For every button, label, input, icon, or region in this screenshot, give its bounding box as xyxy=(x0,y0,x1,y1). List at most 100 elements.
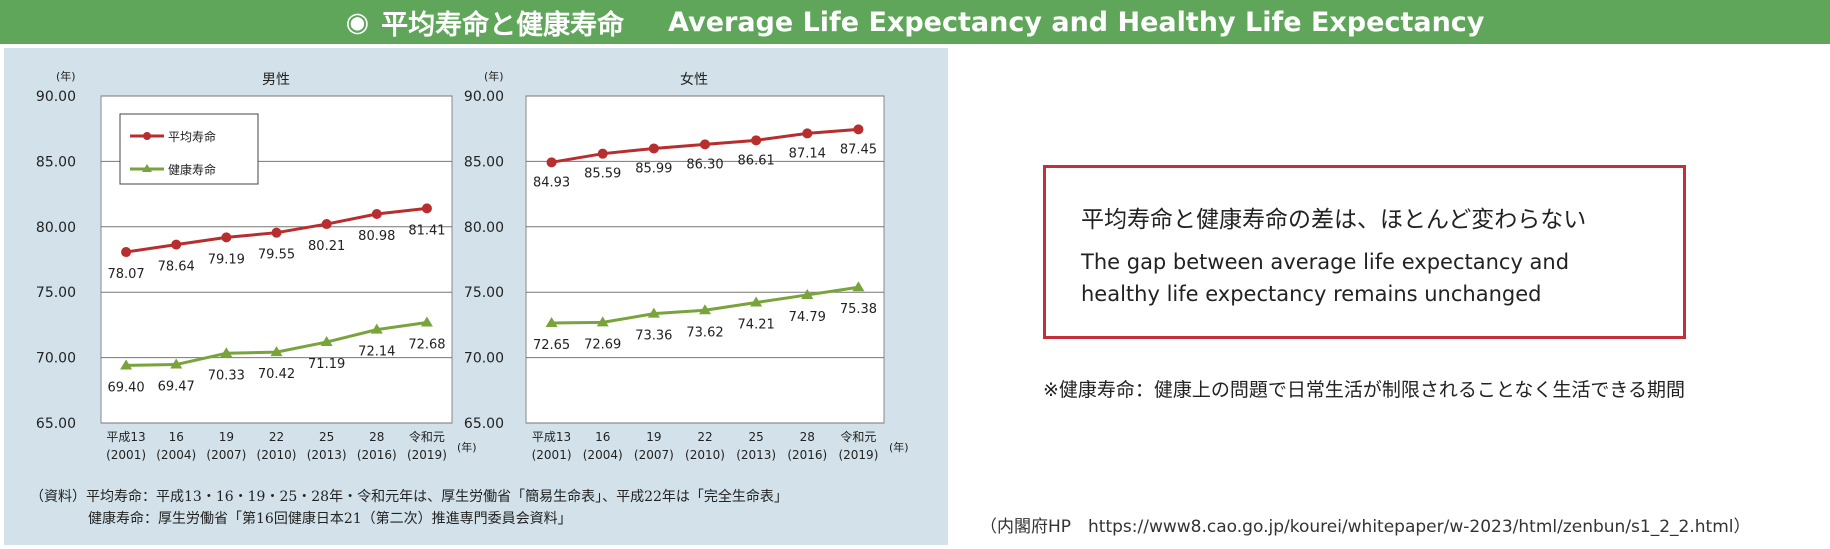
x-tick-label-0-2: 19 xyxy=(219,430,234,444)
data-point-1-0-3 xyxy=(700,139,710,150)
x-tick-label-0-1: 16 xyxy=(169,430,184,444)
data-point-0-1-3 xyxy=(270,346,283,357)
y-tick-label-1-2: 75.00 xyxy=(464,285,504,301)
data-point-1-0-4 xyxy=(751,135,762,146)
data-label-1-1-3: 73.62 xyxy=(686,325,723,340)
x-tick-label-1-0: 平成13 xyxy=(532,430,571,444)
data-label-0-1-5: 72.14 xyxy=(358,345,395,360)
x-tick-sublabel-1-1: (2004) xyxy=(583,448,623,462)
callout-jp: 平均寿命と健康寿命の差は、ほとんど変わらない xyxy=(1081,207,1587,233)
source-note: （資料）平均寿命：平成13・16・19・25・28年・令和元年は、厚生労働省「簡… xyxy=(30,486,788,530)
x-unit-label-0: (年) xyxy=(457,440,477,454)
data-point-1-1-1 xyxy=(596,316,609,327)
x-tick-sublabel-0-4: (2013) xyxy=(307,448,347,462)
source-line-2: 健康寿命：厚生労働省「第16回健康日本21（第二次）推進専門委員会資料」 xyxy=(88,511,572,527)
summary-callout: 平均寿命と健康寿命の差は、ほとんど変わらない The gap between a… xyxy=(1043,165,1686,339)
x-tick-label-0-5: 28 xyxy=(369,430,384,444)
data-point-1-0-0 xyxy=(546,157,557,168)
data-point-0-0-0 xyxy=(121,247,132,258)
data-label-0-1-3: 70.42 xyxy=(258,367,295,382)
data-point-1-1-4 xyxy=(750,296,763,307)
data-point-1-1-3 xyxy=(699,304,711,315)
title-banner: ◉ 平均寿命と健康寿命 Average Life Expectancy and … xyxy=(0,0,1830,44)
x-unit-label-1: (年) xyxy=(889,440,909,454)
data-label-0-0-0: 78.07 xyxy=(107,267,144,282)
y-tick-label-0-2: 75.00 xyxy=(36,285,76,301)
data-label-1-1-2: 73.36 xyxy=(635,329,672,344)
data-label-1-1-5: 74.79 xyxy=(789,310,826,325)
data-point-0-0-5 xyxy=(371,208,382,219)
x-tick-label-1-6: 令和元 xyxy=(840,429,876,444)
data-label-0-1-6: 72.68 xyxy=(408,338,445,353)
data-label-1-0-4: 86.61 xyxy=(738,153,775,168)
y-tick-label-0-4: 85.00 xyxy=(36,154,76,170)
y-unit-label-1: (年) xyxy=(484,69,504,83)
x-tick-label-1-2: 19 xyxy=(646,430,661,444)
x-tick-sublabel-0-6: (2019) xyxy=(407,448,447,462)
bullet-icon: ◉ xyxy=(345,6,370,38)
x-tick-label-1-4: 25 xyxy=(749,430,764,444)
legend-box xyxy=(119,113,259,185)
x-tick-sublabel-1-5: (2016) xyxy=(787,448,827,462)
data-point-0-0-6 xyxy=(421,203,432,214)
x-tick-sublabel-1-2: (2007) xyxy=(634,448,674,462)
x-tick-label-0-3: 22 xyxy=(269,430,284,444)
data-label-0-1-2: 70.33 xyxy=(208,368,245,383)
y-unit-label-0: (年) xyxy=(56,69,76,83)
data-point-0-1-4 xyxy=(320,336,333,347)
data-point-1-0-2 xyxy=(648,143,659,154)
y-tick-label-1-0: 65.00 xyxy=(464,416,504,432)
legend-label-1: 健康寿命 xyxy=(168,162,216,177)
definition-note: ※健康寿命：健康上の問題で日常生活が制限されることなく生活できる期間 xyxy=(1043,379,1685,401)
y-tick-label-1-1: 70.00 xyxy=(464,351,504,367)
chart-panel: 男性 (年) 65.00 70.00 75.00 80.00 85.00 90.00 平成13 (… xyxy=(0,44,952,549)
data-point-1-1-5 xyxy=(801,288,814,299)
data-point-0-0-2 xyxy=(221,232,232,243)
data-point-0-0-3 xyxy=(271,227,282,238)
data-label-1-1-1: 72.69 xyxy=(584,337,621,352)
charts-svg: 男性 (年) 65.00 70.00 75.00 80.00 85.00 90.00 平成13 (… xyxy=(36,69,909,462)
data-point-0-1-0 xyxy=(120,359,133,370)
x-tick-label-1-5: 28 xyxy=(800,430,815,444)
x-tick-label-1-1: 16 xyxy=(595,430,610,444)
x-tick-sublabel-0-2: (2007) xyxy=(206,448,246,462)
chart-title-0: 男性 xyxy=(262,72,290,88)
data-label-1-0-0: 84.93 xyxy=(533,175,570,190)
x-tick-label-0-6: 令和元 xyxy=(409,429,445,444)
x-tick-sublabel-1-0: (2001) xyxy=(532,448,572,462)
callout-en-1: The gap between average life expectancy … xyxy=(1081,250,1570,274)
callout-en-2: healthy life expectancy remains unchange… xyxy=(1081,282,1542,306)
data-point-1-1-2 xyxy=(647,307,660,318)
data-label-0-0-5: 80.98 xyxy=(358,229,395,244)
data-label-1-0-6: 87.45 xyxy=(840,142,877,157)
data-label-1-0-3: 86.30 xyxy=(686,157,723,172)
x-tick-sublabel-1-3: (2010) xyxy=(685,448,725,462)
x-tick-label-0-4: 25 xyxy=(319,430,334,444)
y-tick-label-1-3: 80.00 xyxy=(464,220,504,236)
data-label-1-1-6: 75.38 xyxy=(840,302,877,317)
x-tick-sublabel-1-4: (2013) xyxy=(736,448,776,462)
data-point-0-1-5 xyxy=(370,323,383,334)
x-tick-sublabel-0-3: (2010) xyxy=(257,448,297,462)
x-tick-sublabel-1-6: (2019) xyxy=(838,448,878,462)
data-label-0-0-6: 81.41 xyxy=(408,223,445,238)
x-tick-label-0-0: 平成13 xyxy=(106,430,145,444)
data-label-1-1-0: 72.65 xyxy=(533,338,570,353)
x-tick-sublabel-0-0: (2001) xyxy=(106,448,146,462)
data-point-1-0-5 xyxy=(802,128,813,139)
data-point-0-0-4 xyxy=(321,219,332,230)
legend-label-0: 平均寿命 xyxy=(168,129,216,144)
data-point-1-0-1 xyxy=(597,148,608,159)
x-tick-sublabel-0-1: (2004) xyxy=(156,448,196,462)
y-tick-label-0-3: 80.00 xyxy=(36,220,76,236)
y-tick-label-0-5: 90.00 xyxy=(36,89,76,105)
x-tick-label-1-3: 22 xyxy=(697,430,712,444)
legend-marker-1 xyxy=(142,164,152,172)
title-jp: 平均寿命と健康寿命 xyxy=(381,9,625,41)
data-label-1-0-5: 87.14 xyxy=(789,146,826,161)
y-tick-label-1-5: 90.00 xyxy=(464,89,504,105)
plot-area-1 xyxy=(525,95,885,424)
data-label-0-0-2: 79.19 xyxy=(208,252,245,267)
y-tick-label-0-0: 65.00 xyxy=(36,416,76,432)
x-tick-sublabel-0-5: (2016) xyxy=(357,448,397,462)
